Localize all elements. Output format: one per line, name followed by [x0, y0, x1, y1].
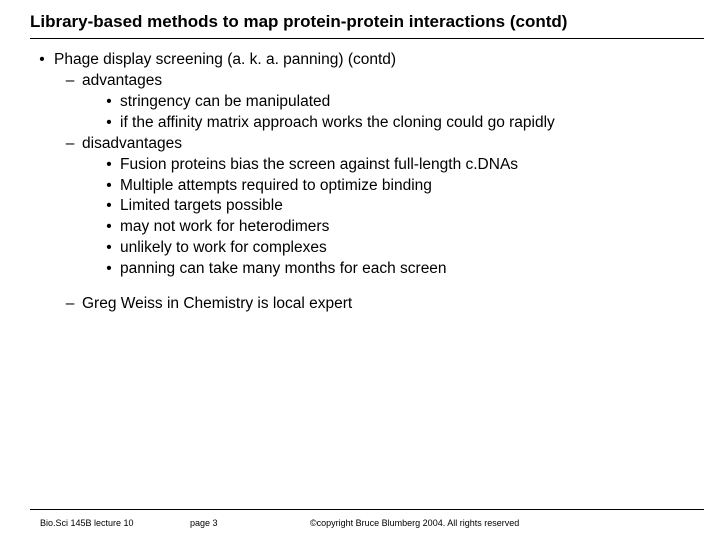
bullet-l2: • stringency can be manipulated	[98, 92, 700, 113]
bullet-marker: •	[98, 155, 120, 176]
bullet-text: Fusion proteins bias the screen against …	[120, 155, 700, 176]
bullet-marker: •	[98, 196, 120, 217]
bullet-l2: • panning can take many months for each …	[98, 259, 700, 280]
bullet-marker: •	[30, 50, 54, 71]
bullet-text: disadvantages	[82, 134, 700, 155]
footer-lecture: Bio.Sci 145B lecture 10	[40, 518, 190, 528]
bullet-text: stringency can be manipulated	[120, 92, 700, 113]
bullet-l1-advantages: – advantages	[58, 71, 700, 92]
bullet-text: Multiple attempts required to optimize b…	[120, 176, 700, 197]
bullet-text: Phage display screening (a. k. a. pannin…	[54, 50, 700, 71]
footer: Bio.Sci 145B lecture 10 page 3 ©copyrigh…	[40, 518, 700, 528]
bullet-l2: • if the affinity matrix approach works …	[98, 113, 700, 134]
bullet-marker: –	[58, 294, 82, 315]
bullet-l2: • Limited targets possible	[98, 196, 700, 217]
slide: Library-based methods to map protein-pro…	[0, 0, 720, 540]
bullet-l2: • unlikely to work for complexes	[98, 238, 700, 259]
bullet-marker: •	[98, 238, 120, 259]
spacer	[30, 280, 700, 294]
bullet-text: Greg Weiss in Chemistry is local expert	[82, 294, 700, 315]
bullet-marker: –	[58, 134, 82, 155]
bullet-l1-expert: – Greg Weiss in Chemistry is local exper…	[58, 294, 700, 315]
bullet-marker: •	[98, 92, 120, 113]
bullet-text: Limited targets possible	[120, 196, 700, 217]
footer-rule	[30, 509, 704, 510]
bullet-marker: •	[98, 217, 120, 238]
bullet-text: if the affinity matrix approach works th…	[120, 113, 700, 134]
title-rule	[30, 38, 704, 39]
slide-body: • Phage display screening (a. k. a. pann…	[30, 50, 700, 315]
bullet-text: unlikely to work for complexes	[120, 238, 700, 259]
slide-title: Library-based methods to map protein-pro…	[30, 12, 700, 32]
bullet-text: advantages	[82, 71, 700, 92]
bullet-l2: • Multiple attempts required to optimize…	[98, 176, 700, 197]
bullet-marker: •	[98, 176, 120, 197]
bullet-marker: •	[98, 259, 120, 280]
bullet-l2: • Fusion proteins bias the screen agains…	[98, 155, 700, 176]
bullet-l2: • may not work for heterodimers	[98, 217, 700, 238]
bullet-marker: –	[58, 71, 82, 92]
bullet-l1-disadvantages: – disadvantages	[58, 134, 700, 155]
bullet-text: panning can take many months for each sc…	[120, 259, 700, 280]
bullet-marker: •	[98, 113, 120, 134]
footer-page: page 3	[190, 518, 310, 528]
bullet-text: may not work for heterodimers	[120, 217, 700, 238]
footer-copyright: ©copyright Bruce Blumberg 2004. All righ…	[310, 518, 700, 528]
bullet-l0: • Phage display screening (a. k. a. pann…	[30, 50, 700, 71]
